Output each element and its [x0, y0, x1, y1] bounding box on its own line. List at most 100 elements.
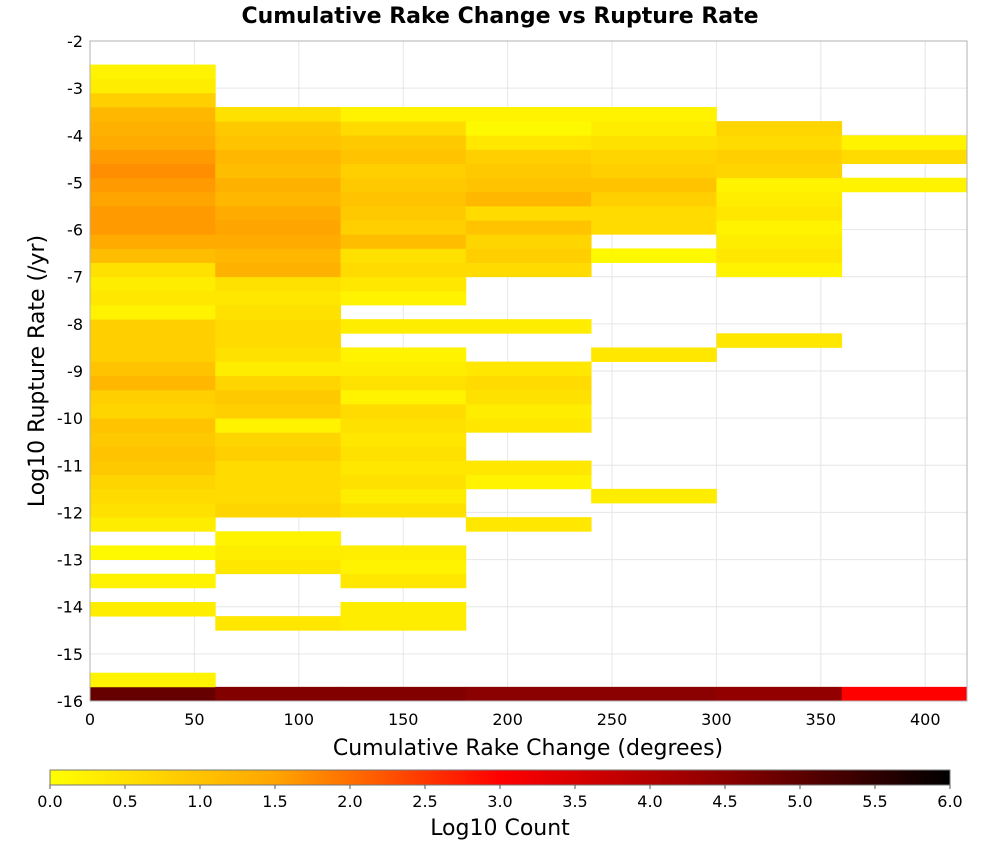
- heatmap-cell: [90, 686, 216, 702]
- colorbar-tick-label: 4.0: [637, 792, 662, 811]
- heatmap-cell: [90, 333, 216, 348]
- heatmap-cell: [465, 460, 592, 476]
- heatmap-cell: [90, 517, 216, 532]
- heatmap-cell: [90, 474, 216, 490]
- colorbar-tick-labels: 0.0 0.5 1.0 1.5 2.0 2.5 3.0 3.5 4.0 4.5 5.0 5.5 6.0: [37, 785, 963, 811]
- heatmap-cell: [591, 686, 717, 702]
- x-tick-label: 100: [284, 710, 315, 729]
- heatmap-cell: [215, 234, 341, 249]
- heatmap-cell: [841, 149, 968, 164]
- heatmap-cell: [215, 418, 341, 433]
- heatmap-cell: [340, 686, 467, 702]
- heatmap-cell: [215, 191, 341, 207]
- colorbar-tick-label: 3.0: [487, 792, 512, 811]
- y-tick-labels: -2 -3 -4 -5 -6 -7 -8 -9 -10 -11 -12 -13 -14 -15 -16: [57, 32, 83, 711]
- y-tick-label: -9: [67, 362, 83, 381]
- heatmap-cell: [215, 121, 341, 136]
- heatmap-cell: [90, 545, 216, 560]
- heatmap-cell: [465, 319, 592, 334]
- heatmap-cell: [591, 149, 717, 164]
- colorbar-tick-label: 2.5: [412, 792, 437, 811]
- heatmap-cell: [90, 248, 216, 263]
- heatmap-cell: [90, 191, 216, 207]
- colorbar-tick-label: 5.0: [787, 792, 812, 811]
- heatmap-cell: [716, 234, 843, 249]
- y-tick-label: -10: [57, 409, 83, 428]
- heatmap-cell: [465, 163, 592, 179]
- heatmap-cell: [215, 616, 341, 631]
- heatmap-cell: [591, 191, 717, 207]
- heatmap-cell: [716, 262, 843, 278]
- heatmap-cells: [90, 64, 968, 702]
- heatmap-cell: [90, 361, 216, 377]
- heatmap-cell: [90, 276, 216, 292]
- colorbar-tick-label: 0.5: [112, 792, 137, 811]
- heatmap-cell: [90, 488, 216, 504]
- y-tick-label: -12: [57, 503, 83, 522]
- heatmap-cell: [215, 375, 341, 391]
- heatmap-cell: [90, 220, 216, 235]
- heatmap-cell: [90, 64, 216, 80]
- heatmap-cell: [215, 319, 341, 334]
- heatmap-cell: [340, 602, 467, 617]
- heatmap-cell: [465, 191, 592, 207]
- heatmap-cell: [340, 135, 467, 150]
- heatmap-cell: [90, 135, 216, 150]
- heatmap-cell: [841, 686, 968, 702]
- heatmap-cell: [215, 686, 341, 702]
- heatmap-cell: [340, 262, 467, 278]
- heatmap-cell: [90, 121, 216, 136]
- heatmap-cell: [90, 319, 216, 334]
- heatmap-cell: [841, 135, 968, 150]
- x-tick-label: 400: [910, 710, 941, 729]
- heatmap-cell: [591, 220, 717, 235]
- heatmap-cell: [465, 262, 592, 278]
- heatmap-cell: [90, 78, 216, 94]
- y-tick-label: -14: [57, 598, 83, 617]
- chart-title: Cumulative Rake Change vs Rupture Rate: [241, 4, 758, 29]
- heatmap-cell: [716, 135, 843, 150]
- colorbar-label: Log10 Count: [430, 816, 570, 841]
- y-tick-label: -5: [67, 173, 83, 192]
- plot-frame: [89, 40, 968, 702]
- heatmap-cell: [465, 404, 592, 419]
- heatmap-cell: [591, 163, 717, 179]
- heatmap-cell: [215, 446, 341, 461]
- heatmap-cell: [90, 404, 216, 419]
- heatmap-cell: [340, 361, 467, 377]
- colorbar-tick-label: 4.5: [712, 792, 737, 811]
- x-tick-label: 150: [388, 710, 419, 729]
- heatmap-cell: [90, 573, 216, 589]
- heatmap-cell: [215, 290, 341, 306]
- heatmap-cell: [90, 290, 216, 306]
- heatmap-cell: [591, 177, 717, 193]
- heatmap-cell: [340, 347, 467, 362]
- heatmap-cell: [340, 107, 467, 122]
- y-tick-label: -4: [67, 126, 83, 145]
- heatmap-cell: [841, 177, 968, 193]
- heatmap-cell: [90, 107, 216, 122]
- heatmap-cell: [591, 121, 717, 136]
- heatmap-cell: [340, 404, 467, 419]
- heatmap-cell: [591, 206, 717, 221]
- y-axis-title: Log10 Rupture Rate (/yr): [25, 235, 50, 507]
- heatmap-cell: [90, 206, 216, 221]
- heatmap-cell: [716, 333, 843, 348]
- colorbar-tick-label: 0.0: [37, 792, 62, 811]
- heatmap-cell: [340, 319, 467, 334]
- heatmap-cell: [215, 432, 341, 447]
- heatmap-cell: [716, 121, 843, 136]
- x-tick-label: 200: [492, 710, 523, 729]
- heatmap-cell: [716, 686, 843, 702]
- heatmap-cell: [90, 347, 216, 362]
- heatmap-cell: [215, 389, 341, 405]
- heatmap-cell: [215, 177, 341, 193]
- heatmap-cell: [90, 177, 216, 193]
- heatmap-cell: [340, 248, 467, 263]
- heatmap-cell: [90, 163, 216, 179]
- heatmap-cell: [465, 234, 592, 249]
- heatmap-cell: [215, 488, 341, 504]
- x-tick-labels: 0 50 100 150 200 250 300 350 400: [85, 710, 941, 729]
- heatmap-cell: [215, 404, 341, 419]
